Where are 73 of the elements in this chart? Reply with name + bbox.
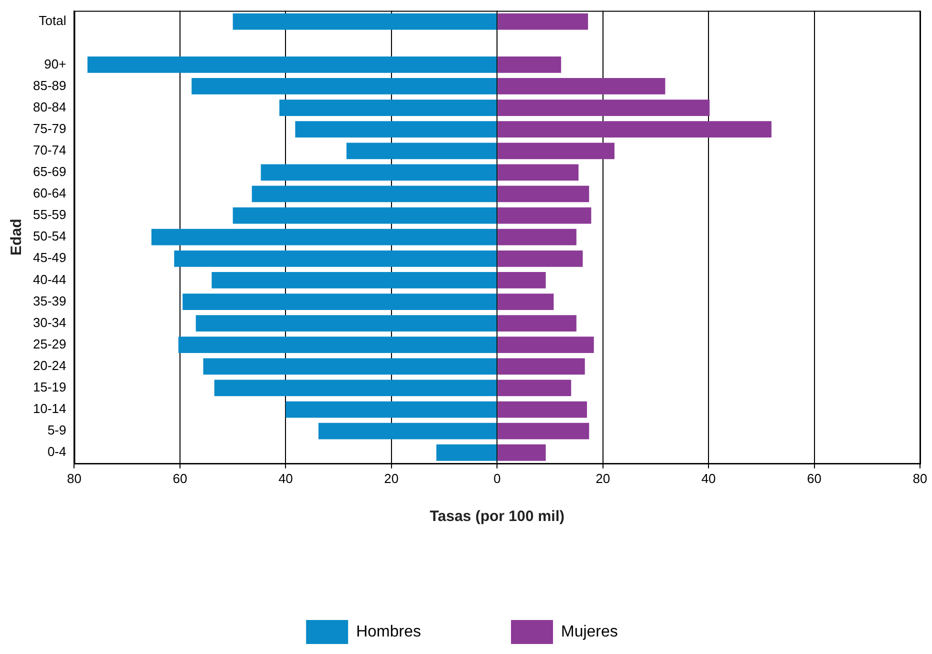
bar bbox=[252, 186, 497, 202]
bar bbox=[498, 186, 590, 202]
bar bbox=[498, 315, 576, 332]
bar bbox=[182, 294, 497, 310]
y-tick-label: 85-89 bbox=[33, 78, 66, 93]
bar bbox=[214, 380, 497, 396]
bar bbox=[151, 228, 497, 246]
y-tick-label: 30-34 bbox=[33, 314, 66, 330]
bar bbox=[232, 207, 497, 224]
bar bbox=[87, 56, 497, 73]
bar bbox=[498, 228, 576, 246]
bar bbox=[318, 422, 497, 440]
y-tick-label: 45-49 bbox=[33, 250, 66, 266]
bar bbox=[498, 336, 594, 354]
y-tick-label: Total bbox=[38, 13, 66, 28]
legend-label: Mujeres bbox=[561, 623, 618, 640]
x-tick-label: 20 bbox=[384, 470, 399, 486]
bar bbox=[192, 78, 497, 94]
bar bbox=[498, 294, 554, 310]
y-tick-label: 60-64 bbox=[33, 186, 66, 201]
bar bbox=[203, 358, 497, 375]
y-tick-label: 5-9 bbox=[47, 422, 66, 438]
bar bbox=[498, 358, 585, 375]
bar bbox=[498, 272, 546, 288]
bar bbox=[279, 100, 497, 116]
y-tick-label: 70-74 bbox=[33, 142, 66, 158]
x-tick-label: 20 bbox=[596, 470, 610, 486]
y-tick-label: 55-59 bbox=[33, 207, 66, 222]
y-tick-label: 0-4 bbox=[47, 444, 66, 460]
y-axis-title: Edad bbox=[8, 218, 26, 256]
bar bbox=[212, 272, 497, 288]
y-tick-label: 35-39 bbox=[33, 293, 66, 308]
bar bbox=[196, 315, 497, 332]
x-axis-title: Tasas (por 100 mil) bbox=[430, 508, 565, 526]
bar bbox=[498, 444, 546, 461]
y-tick-label: 40-44 bbox=[33, 272, 66, 287]
bar bbox=[498, 207, 592, 224]
bar bbox=[498, 250, 583, 267]
bar bbox=[498, 13, 588, 30]
y-tick-label: 20-24 bbox=[33, 358, 66, 373]
x-tick-label: 80 bbox=[67, 470, 82, 486]
bar bbox=[498, 56, 562, 73]
bar bbox=[498, 142, 614, 160]
bar bbox=[232, 13, 497, 30]
bar bbox=[174, 250, 497, 267]
x-tick-label: 60 bbox=[807, 470, 822, 486]
bar bbox=[498, 164, 579, 181]
y-tick-label: 90+ bbox=[44, 56, 66, 72]
y-tick-label: 15-19 bbox=[33, 380, 66, 395]
bar bbox=[260, 164, 497, 181]
y-tick-label: 25-29 bbox=[33, 336, 66, 352]
bar bbox=[346, 142, 497, 160]
x-tick-label: 0 bbox=[494, 470, 501, 486]
x-tick-label: 80 bbox=[912, 470, 928, 486]
bar bbox=[498, 78, 666, 94]
bar bbox=[178, 336, 497, 354]
y-tick-label: 65-69 bbox=[33, 164, 66, 180]
y-tick-label: 10-14 bbox=[33, 401, 66, 416]
bar bbox=[498, 121, 772, 138]
x-tick-label: 40 bbox=[701, 470, 716, 486]
x-tick-label: 40 bbox=[278, 470, 293, 486]
legend-label: Hombres bbox=[356, 623, 421, 640]
x-tick-label: 60 bbox=[172, 470, 188, 486]
bar bbox=[498, 380, 572, 396]
y-tick-label: 80-84 bbox=[33, 99, 66, 114]
bar bbox=[498, 100, 710, 116]
bar bbox=[295, 121, 497, 138]
y-tick-label: 75-79 bbox=[33, 120, 66, 136]
bar bbox=[286, 401, 497, 418]
y-tick-label: 50-54 bbox=[33, 228, 66, 244]
bar bbox=[436, 444, 497, 461]
bar bbox=[498, 401, 587, 418]
bar bbox=[498, 422, 590, 440]
